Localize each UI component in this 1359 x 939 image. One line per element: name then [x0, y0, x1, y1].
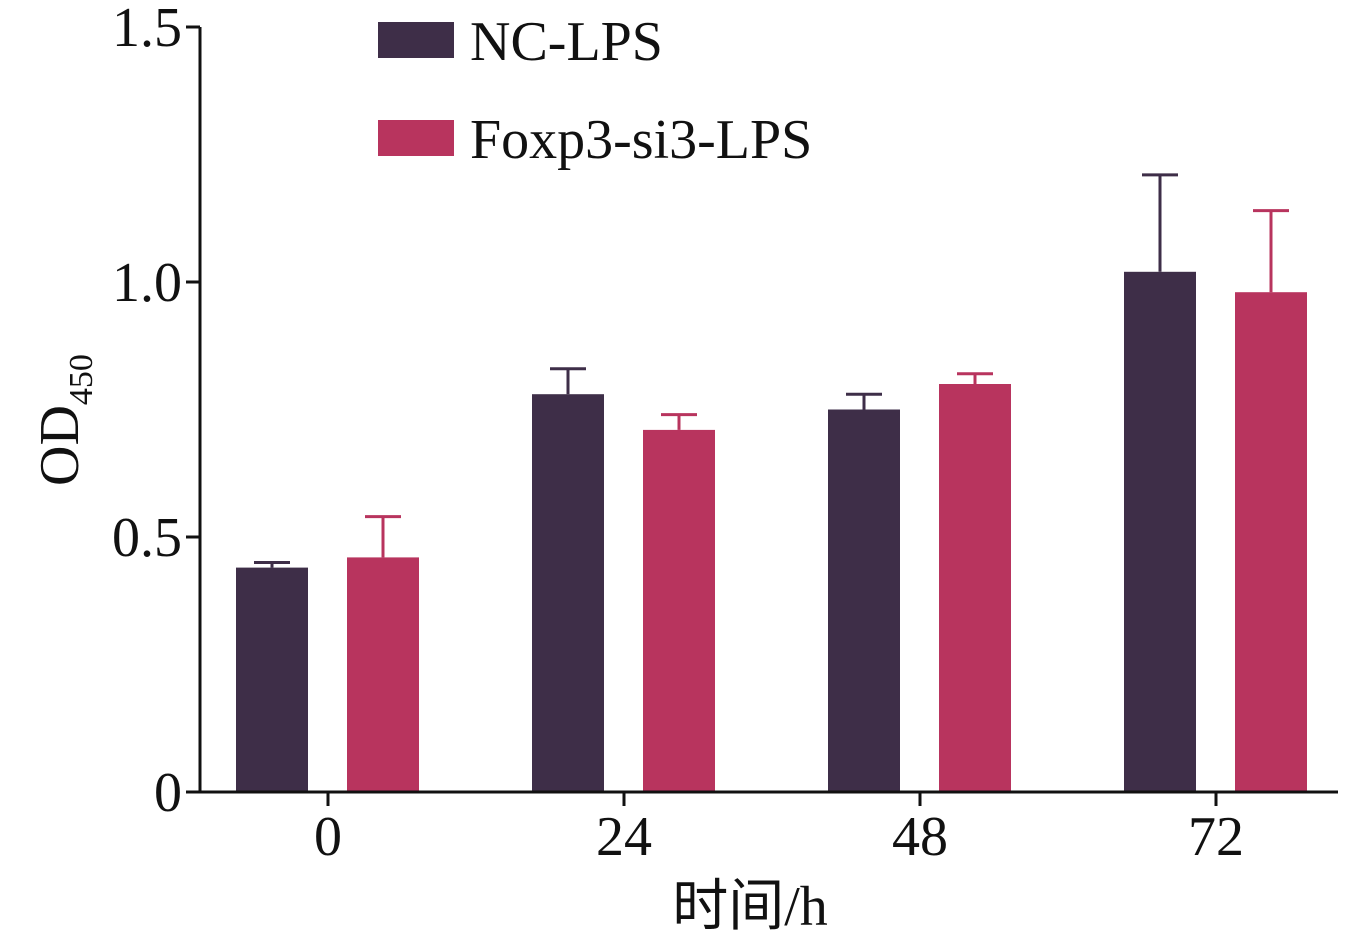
y-axis-ticks: 0 0.5 1.0 1.5 — [112, 0, 200, 824]
bar-foxp3-si3-lps-0 — [347, 557, 419, 792]
legend: NC-LPS Foxp3-si3-LPS — [378, 11, 812, 171]
x-tick-label: 48 — [892, 806, 948, 868]
y-tick-label: 0 — [154, 762, 182, 824]
bar-foxp3-si3-lps-24 — [643, 429, 715, 792]
bars-layer — [236, 271, 1307, 792]
error-bars-layer — [254, 173, 1289, 568]
x-tick-label: 24 — [596, 806, 652, 868]
y-tick-label: 1.5 — [112, 0, 182, 59]
x-axis-label: 时间/h — [672, 876, 828, 938]
x-tick-label: 72 — [1188, 806, 1244, 868]
x-axis-ticks: 0 24 48 72 — [314, 792, 1244, 868]
bar-nc-lps-0 — [236, 567, 308, 792]
y-tick-label: 0.5 — [112, 507, 182, 569]
legend-swatch-0 — [378, 22, 454, 58]
bar-foxp3-si3-lps-48 — [939, 384, 1011, 792]
y-axis-label: OD450 — [29, 354, 100, 486]
y-axis-label-subscript: 450 — [63, 354, 100, 405]
bar-nc-lps-72 — [1124, 271, 1196, 792]
legend-label-1: Foxp3-si3-LPS — [470, 109, 812, 171]
legend-label-0: NC-LPS — [470, 11, 663, 73]
bar-foxp3-si3-lps-72 — [1235, 292, 1307, 792]
bar-nc-lps-48 — [828, 409, 900, 792]
legend-swatch-1 — [378, 120, 454, 156]
bar-nc-lps-24 — [532, 394, 604, 792]
y-axis-label-main: OD — [29, 405, 91, 486]
x-tick-label: 0 — [314, 806, 342, 868]
y-tick-label: 1.0 — [112, 252, 182, 314]
